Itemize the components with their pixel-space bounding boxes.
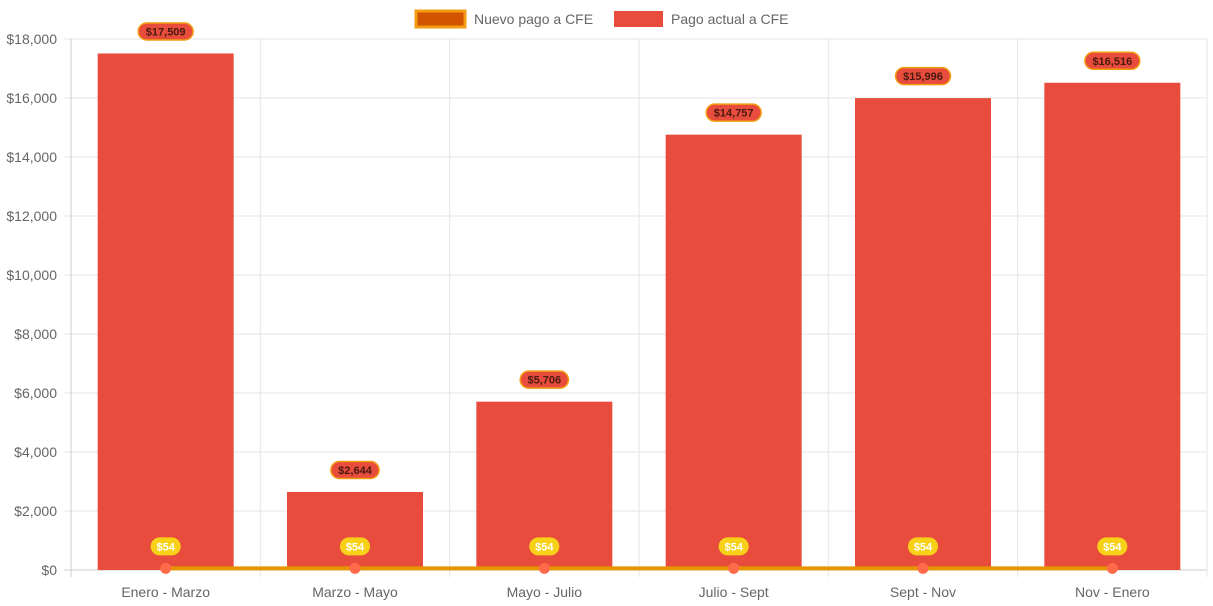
legend-swatch	[414, 9, 467, 29]
line-data-label-bg	[1097, 537, 1128, 556]
y-tick-label: $10,000	[6, 267, 57, 283]
legend[interactable]: Nuevo pago a CFE Pago actual a CFE	[414, 9, 789, 29]
y-tick-label: $4,000	[14, 444, 57, 460]
bar[interactable]	[855, 98, 991, 571]
y-axis: $0 $2,000 $4,000 $6,000 $8,000 $10,000 $12,000…	[6, 31, 57, 578]
x-tick-label: Nov - Enero	[1075, 584, 1150, 600]
bar[interactable]	[287, 492, 423, 570]
line-point[interactable]	[349, 562, 361, 574]
y-tick-label: $14,000	[6, 149, 57, 165]
line-point[interactable]	[728, 562, 740, 574]
line-data-label-bg	[907, 537, 939, 556]
y-tick-label: $16,000	[6, 90, 57, 106]
line-data-label: $54	[724, 541, 743, 553]
y-tick-label: $8,000	[14, 326, 57, 342]
bar-data-label: $14,757	[714, 108, 754, 120]
bar[interactable]	[1044, 82, 1181, 570]
line-data-label-bg	[718, 537, 749, 556]
line-point[interactable]	[160, 562, 172, 574]
x-tick-label: Sept - Nov	[890, 584, 956, 600]
bar[interactable]	[97, 53, 234, 571]
line-series	[160, 562, 1118, 574]
line-data-label-bg	[150, 537, 181, 556]
x-tick-label: Julio - Sept	[699, 584, 769, 600]
bar-data-label: $17,509	[146, 26, 186, 38]
bar[interactable]	[665, 134, 802, 570]
line-data-label: $54	[914, 541, 933, 553]
bars-series	[97, 53, 1181, 571]
bar-data-label: $5,706	[528, 375, 562, 387]
bar-data-label-bg	[137, 22, 194, 41]
line-data-label-bg	[529, 537, 560, 556]
x-tick-label: Mayo - Julio	[507, 584, 583, 600]
y-tick-label: $12,000	[6, 208, 57, 224]
bar-data-label-bg	[519, 370, 570, 389]
bar-data-label: $15,996	[903, 71, 943, 83]
line-data-label: $54	[346, 541, 365, 553]
legend-label: Pago actual a CFE	[671, 11, 789, 27]
y-tick-label: $2,000	[14, 503, 57, 519]
bar-data-label: $16,516	[1092, 56, 1132, 68]
line-data-label: $54	[1103, 541, 1122, 553]
line-data-label: $54	[535, 541, 554, 553]
y-tick-label: $6,000	[14, 385, 57, 401]
line-point[interactable]	[1106, 562, 1118, 574]
line-point[interactable]	[538, 562, 550, 574]
grid	[64, 38, 1208, 577]
x-tick-label: Enero - Marzo	[121, 584, 210, 600]
legend-item-nuevo-pago[interactable]: Nuevo pago a CFE	[414, 9, 593, 29]
bar-data-label-bg	[330, 460, 380, 480]
line-data-label: $54	[156, 541, 175, 553]
y-tick-label: $18,000	[6, 31, 57, 47]
y-tick-label: $0	[41, 562, 57, 578]
x-tick-label: Marzo - Mayo	[312, 584, 398, 600]
x-axis: Enero - Marzo Marzo - Mayo Mayo - Julio Jul…	[121, 584, 1150, 600]
line-point[interactable]	[917, 562, 929, 574]
bar-data-label-bg	[705, 103, 762, 122]
data-labels: $17,509 $2,644 $5,706 $14,757 $15,996 $16,516…	[137, 22, 1141, 556]
legend-item-pago-actual[interactable]: Pago actual a CFE	[614, 11, 789, 27]
bar-data-label-bg	[1084, 51, 1141, 71]
line-data-label-bg	[339, 537, 371, 556]
legend-swatch	[614, 11, 663, 27]
bar-data-label-bg	[894, 66, 952, 86]
legend-label: Nuevo pago a CFE	[474, 11, 593, 27]
bar-data-label: $2,644	[338, 465, 373, 477]
